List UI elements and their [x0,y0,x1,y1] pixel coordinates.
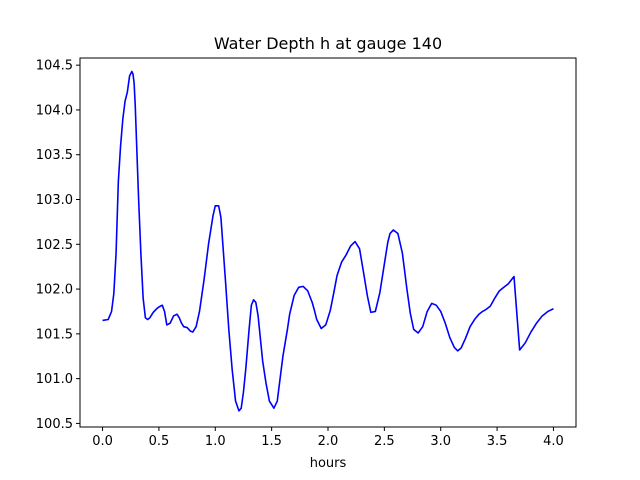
x-tick-label: 4.0 [543,434,564,449]
x-tick-label: 2.5 [374,434,395,449]
axes-frame [79,57,577,428]
y-tick-label: 102.0 [36,283,73,298]
plot-area [102,70,554,412]
y-tick-label: 104.0 [36,103,73,118]
x-axis-label: hours [310,456,347,471]
x-tick-label: 0.5 [149,434,170,449]
x-tick-label: 3.5 [487,434,508,449]
y-tick-label: 103.5 [36,148,73,163]
chart-title: Water Depth h at gauge 140 [214,34,442,53]
y-tick-label: 101.0 [36,372,73,387]
y-tick-label: 101.5 [36,327,73,342]
y-axis-ticks: 100.5 101.0 101.5 102.0 102.5 103.0 103.5 104.0… [36,59,80,432]
x-axis-ticks: 0.0 0.5 1.0 1.5 2.0 2.5 3.0 3.5 4.0 [92,427,564,449]
y-tick-label: 103.0 [36,193,73,208]
x-tick-label: 1.0 [205,434,226,449]
y-tick-label: 102.5 [36,238,73,253]
x-tick-label: 0.0 [92,434,113,449]
series-line-0 [102,70,554,412]
x-tick-label: 1.5 [261,434,282,449]
x-tick-label: 2.0 [318,434,339,449]
y-tick-label: 104.5 [36,59,73,74]
y-tick-label: 100.5 [36,417,73,432]
x-tick-label: 3.0 [430,434,451,449]
